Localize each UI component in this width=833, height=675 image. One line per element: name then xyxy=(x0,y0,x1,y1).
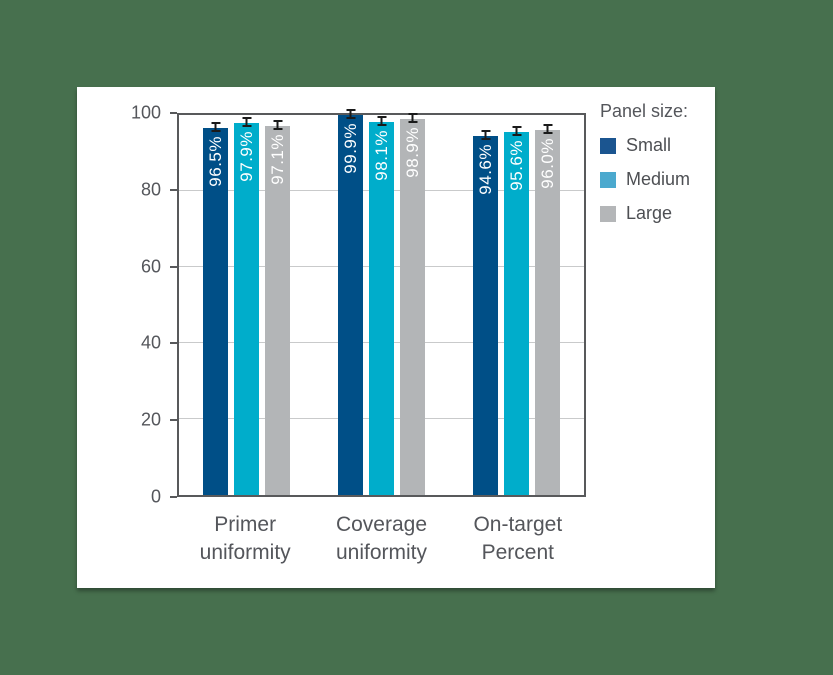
legend-swatch-medium xyxy=(600,171,616,188)
bar-small-2: 94.6% xyxy=(473,129,498,495)
legend-label: Medium xyxy=(626,169,691,189)
bar-large-2: 96.0% xyxy=(535,124,560,495)
x-category-label-0: Primer uniformity xyxy=(199,513,291,564)
legend-label: Small xyxy=(626,135,672,155)
legend-items: Small Medium Large xyxy=(600,135,712,224)
legend-swatch-small xyxy=(600,137,616,154)
y-tick-label: 40 xyxy=(140,332,161,353)
bar-small-0: 96.5% xyxy=(203,122,228,495)
plot-area: 96.5% 97.9% 97.1% 99.9% 98.1% 98.9% 94.6% 95.6%… xyxy=(177,109,586,497)
bar-medium-0: 97.9% xyxy=(234,116,259,495)
legend-item-medium: Medium xyxy=(600,169,712,190)
bar-value-label: 95.6% xyxy=(506,139,526,191)
bar-value-label: 98.1% xyxy=(371,130,391,181)
y-tick-mark xyxy=(170,419,177,422)
x-category-label-2: On-target Percent xyxy=(473,513,563,564)
y-tick-mark xyxy=(170,265,177,268)
y-tick-mark xyxy=(170,496,177,498)
legend: Panel size: Small Medium Large xyxy=(600,101,712,237)
bar-medium-1: 98.1% xyxy=(369,116,394,495)
bar-value-label: 99.9% xyxy=(340,123,360,175)
bar-large-0: 97.1% xyxy=(265,120,290,495)
x-axis-labels: Primer uniformity Coverage uniformity On-tar… xyxy=(177,511,586,566)
bar-medium-2: 95.6% xyxy=(504,125,529,495)
y-tick-label: 60 xyxy=(140,256,161,277)
x-category-label-1: Coverage uniformity xyxy=(335,513,428,564)
y-tick-label: 20 xyxy=(140,409,161,430)
legend-label: Large xyxy=(626,203,673,223)
bar-group-0: 96.5% 97.9% 97.1% xyxy=(179,115,314,495)
error-bar xyxy=(377,116,386,127)
error-bar xyxy=(481,129,490,140)
y-tick-label: 80 xyxy=(140,179,161,200)
legend-item-large: Large xyxy=(600,203,712,224)
error-bar xyxy=(273,120,282,131)
bar-value-label: 96.0% xyxy=(537,138,557,189)
error-bar xyxy=(408,113,417,124)
bar-group-1: 99.9% 98.1% 98.9% xyxy=(314,109,449,495)
legend-title: Panel size: xyxy=(600,101,689,121)
bar-value-label: 97.9% xyxy=(236,130,256,182)
error-bar xyxy=(346,109,355,120)
bar-large-1: 98.9% xyxy=(400,113,425,495)
y-tick-mark xyxy=(170,112,177,114)
bar-value-label: 98.9% xyxy=(402,127,422,178)
bar-value-label: 96.5% xyxy=(205,136,225,188)
y-axis: 0 20 40 60 80 100 xyxy=(77,103,177,507)
y-tick-mark xyxy=(170,188,177,191)
y-tick-label: 100 xyxy=(130,102,161,123)
bar-groups: 96.5% 97.9% 97.1% 99.9% 98.1% 98.9% 94.6% 95.6%… xyxy=(179,109,584,495)
y-tick-mark xyxy=(170,342,177,345)
bar-small-1: 99.9% xyxy=(338,109,363,495)
bar-group-2: 94.6% 95.6% 96.0% xyxy=(449,115,584,495)
error-bar xyxy=(543,124,552,135)
legend-swatch-large xyxy=(600,205,616,222)
legend-item-small: Small xyxy=(600,135,712,156)
bar-value-label: 94.6% xyxy=(475,143,495,195)
y-tick-label: 0 xyxy=(150,486,161,507)
error-bar xyxy=(211,122,220,133)
error-bar xyxy=(242,116,251,127)
chart-card: 0 20 40 60 80 100 96.5% 97.9% 97.1% 99.9% 98.1% 98… xyxy=(77,87,715,588)
bar-value-label: 97.1% xyxy=(267,134,287,185)
error-bar xyxy=(512,125,521,136)
